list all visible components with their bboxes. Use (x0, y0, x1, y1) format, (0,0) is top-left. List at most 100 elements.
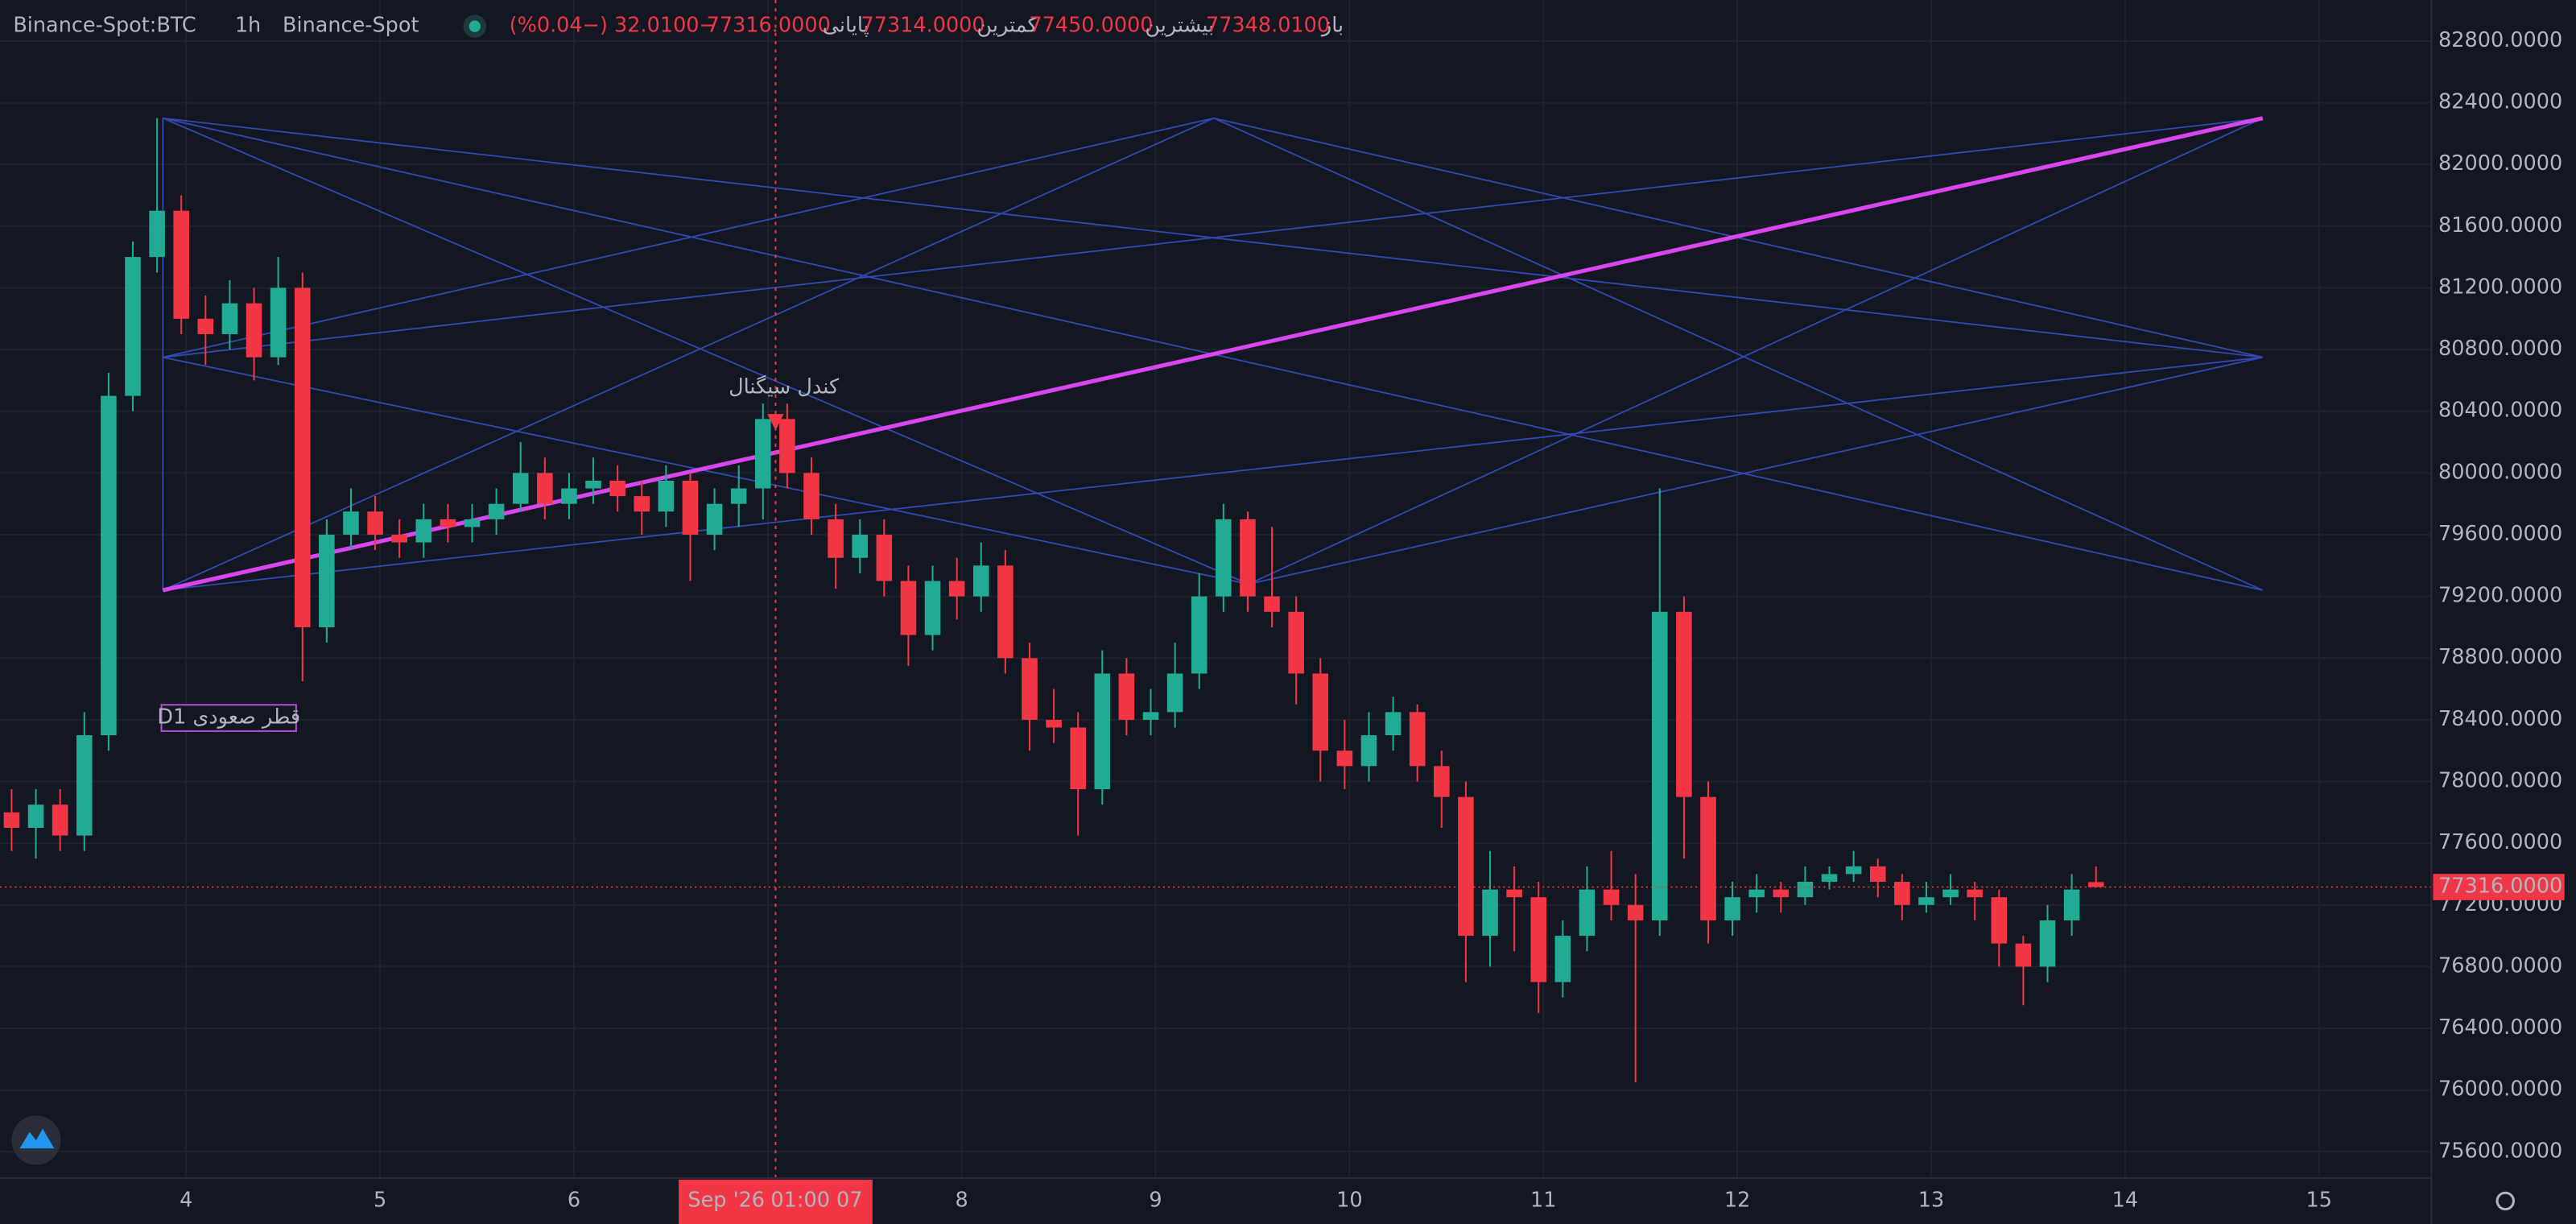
pattern-line (163, 117, 1214, 358)
crosshair-date: Sep '26 (687, 1188, 765, 1212)
axes: 75600.0000 76000.0000 76400.0000 76800.0000… (180, 28, 2565, 1224)
interval: 1h (235, 14, 261, 38)
candle-body (173, 210, 189, 319)
candle-body (27, 804, 44, 828)
candle-body (948, 581, 965, 597)
candle-body (149, 210, 165, 258)
candle-body (1748, 889, 1765, 898)
candle-body (561, 488, 577, 504)
candle-body (924, 581, 941, 635)
candle-body (294, 287, 311, 627)
y-tick-label: 82800.0000 (2438, 28, 2562, 52)
candle-body (1312, 673, 1329, 751)
candle-body (1530, 897, 1547, 982)
candle-body (1797, 882, 1814, 898)
y-tick-label: 80000.0000 (2438, 460, 2562, 484)
ohlc-legend: باز77348.0100بیشترین77450.0000کمترین7731… (510, 14, 1344, 38)
candle-body (1845, 866, 1862, 875)
candle-body (1191, 596, 1208, 674)
candle-body (1458, 796, 1474, 937)
candle-body (1869, 866, 1886, 883)
exchange: Binance-Spot (283, 14, 419, 38)
candle-body (391, 535, 407, 543)
candle-body (997, 565, 1013, 659)
candle-body (1918, 897, 1934, 905)
candle-body (1554, 936, 1571, 982)
candle-body (197, 318, 214, 334)
candle-body (464, 519, 481, 527)
legend-value: 77316.0000 (707, 14, 831, 38)
x-tick-label: 4 (180, 1188, 192, 1212)
legend-value: 77450.0000 (1029, 14, 1153, 38)
x-tick-label: 15 (2306, 1188, 2331, 1212)
last-price-label: 77316.0000 (2438, 875, 2562, 899)
legend-label: بیشترین (1145, 14, 1214, 38)
candle-body (367, 511, 383, 536)
candle-body (1651, 611, 1668, 920)
candle-body (1216, 519, 1232, 597)
candle-body (1894, 882, 1910, 905)
candle-body (900, 581, 917, 635)
pattern-line (163, 356, 1249, 585)
candle-body (755, 419, 771, 489)
candle-body (803, 473, 819, 519)
candle-body (828, 519, 844, 558)
x-tick-label: 6 (568, 1188, 580, 1212)
candle-body (1506, 889, 1522, 898)
candle-body (706, 503, 723, 536)
candle-body (1434, 766, 1450, 797)
candle-body (1022, 658, 1038, 720)
candle-body (658, 480, 675, 512)
candle-body (415, 519, 432, 543)
y-tick-label: 76400.0000 (2438, 1015, 2562, 1040)
header: Binance-Spot:BTC 1h Binance-Spot باز7734… (13, 14, 1344, 38)
candle-body (440, 519, 456, 527)
candle-body (1070, 727, 1086, 790)
candle-body (1142, 712, 1159, 720)
x-tick-label: 12 (1724, 1188, 1750, 1212)
pattern-line (163, 356, 2263, 591)
x-tick-label: 11 (1530, 1188, 1556, 1212)
trend-line (162, 116, 2264, 593)
pattern-line (1248, 356, 2264, 585)
legend-change: −32.0100 (−0.04%) (510, 14, 716, 38)
candle-body (609, 480, 625, 497)
y-tick-label: 81600.0000 (2438, 213, 2562, 238)
last-price-tag (2433, 874, 2565, 900)
candle-body (125, 257, 141, 396)
candle-body (1676, 611, 1692, 797)
candle-body (270, 287, 287, 358)
candle-body (246, 303, 262, 358)
candle-body (1482, 889, 1498, 937)
candle-body (1336, 751, 1353, 767)
legend-label: باز (1320, 14, 1344, 38)
candle-body (1700, 796, 1716, 920)
candle-body (52, 804, 68, 836)
candle-body (852, 535, 869, 558)
y-tick-label: 80800.0000 (2438, 337, 2562, 361)
candle-body (1821, 874, 1838, 883)
annotation-text: کندل سیگنال (729, 374, 840, 399)
settings-icon[interactable] (2496, 1191, 2515, 1211)
candle-body (1264, 596, 1280, 612)
candle-body (2039, 920, 2056, 967)
legend-label: پایانی (823, 14, 869, 38)
candle-body (585, 480, 601, 489)
candle-body (1360, 735, 1377, 767)
legend-label: کمترین (976, 14, 1038, 38)
y-tick-label: 79200.0000 (2438, 584, 2562, 608)
candle-body (221, 303, 238, 334)
candle-body (1094, 673, 1111, 790)
x-tick-label: 13 (1918, 1188, 1944, 1212)
crosshair-time: 01:00 07 (770, 1188, 862, 1212)
legend-value: 77314.0000 (861, 14, 985, 38)
candle-body (101, 395, 117, 736)
candle-body (779, 419, 795, 473)
candle-body (1603, 889, 1620, 905)
x-tick-label: 8 (956, 1188, 968, 1212)
y-tick-label: 77600.0000 (2438, 830, 2562, 854)
candle-body (1118, 673, 1135, 720)
y-tick-label: 78800.0000 (2438, 645, 2562, 669)
x-tick-label: 10 (1336, 1188, 1362, 1212)
